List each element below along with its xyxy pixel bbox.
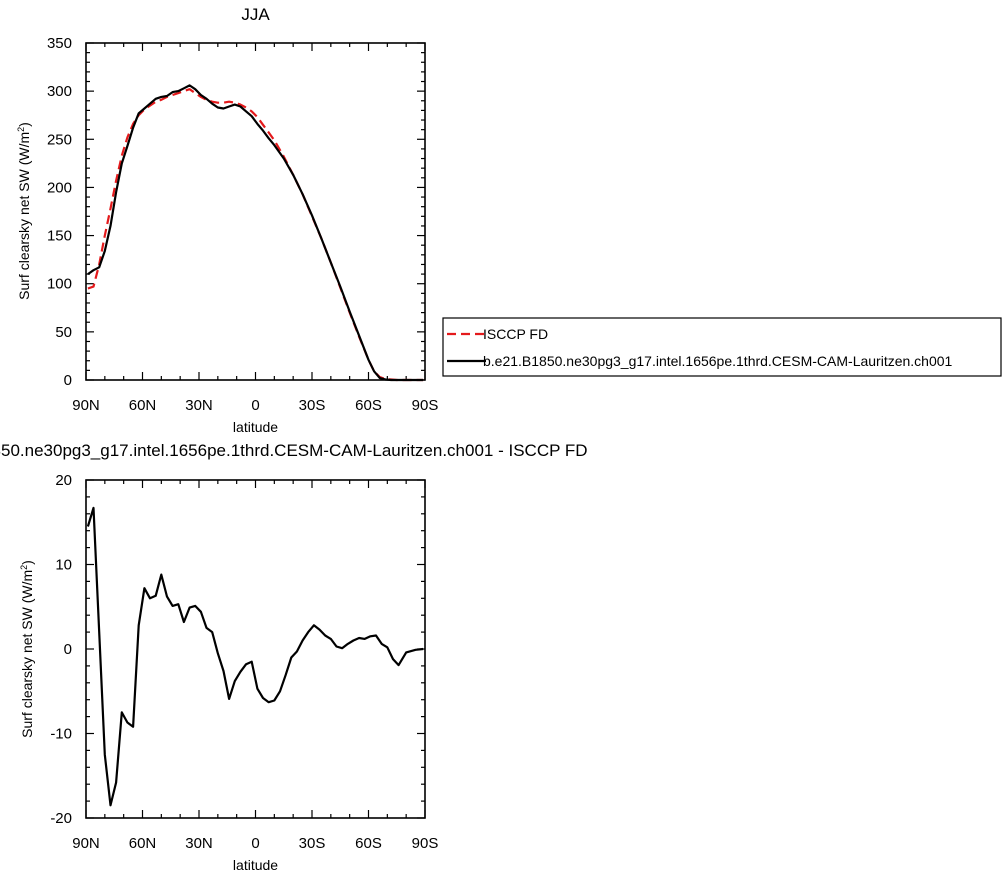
- x-tick-label: 60S: [355, 397, 382, 414]
- x-tick-label: 90S: [412, 397, 439, 414]
- x-tick-label: 90N: [72, 835, 100, 852]
- x-tick-label: 90N: [72, 397, 100, 414]
- x-tick-label: 0: [251, 835, 259, 852]
- series-line-isccp: [87, 88, 424, 382]
- y-tick-label: 300: [47, 83, 72, 100]
- y-tick-label: 20: [55, 472, 72, 489]
- y-tick-label: 10: [55, 557, 72, 574]
- legend-entry: ISCCP FD: [483, 326, 548, 342]
- y-tick-label: -20: [50, 810, 72, 827]
- x-axis-label: latitude: [233, 419, 278, 435]
- y-axis-label: Surf clearsky net SW (W/m2): [16, 122, 32, 300]
- plot-frame: [85, 42, 426, 381]
- y-tick-label: -10: [50, 726, 72, 743]
- y-tick-label: 0: [64, 641, 72, 658]
- chart-title: b.e21.B1850.ne30pg3_g17.intel.1656pe.1th…: [0, 441, 588, 460]
- y-tick-label: 200: [47, 179, 72, 196]
- x-tick-label: 60N: [129, 835, 157, 852]
- y-tick-label: 0: [64, 372, 72, 389]
- y-tick-label: 250: [47, 131, 72, 148]
- chart-title: JJA: [241, 5, 270, 24]
- y-tick-label: 350: [47, 35, 72, 52]
- x-axis-label: latitude: [233, 857, 278, 873]
- x-tick-label: 30S: [299, 835, 326, 852]
- x-tick-label: 60S: [355, 835, 382, 852]
- y-tick-label: 50: [55, 324, 72, 341]
- series-line-difference: [86, 506, 424, 807]
- x-tick-label: 0: [251, 397, 259, 414]
- x-tick-label: 30S: [299, 397, 326, 414]
- x-tick-label: 60N: [129, 397, 157, 414]
- difference-panel: b.e21.B1850.ne30pg3_g17.intel.1656pe.1th…: [0, 441, 588, 873]
- legend-entry: b.e21.B1850.ne30pg3_g17.intel.1656pe.1th…: [483, 353, 953, 369]
- y-tick-label: 100: [47, 276, 72, 293]
- jja-panel: JJA 90N 60N 30N 0 30S 60S 90S 0 50 100 150 200 250 300…: [16, 5, 1002, 435]
- y-axis-label: Surf clearsky net SW (W/m2): [19, 560, 35, 738]
- x-tick-label: 90S: [412, 835, 439, 852]
- x-tick-label: 30N: [185, 397, 213, 414]
- x-tick-label: 30N: [185, 835, 213, 852]
- legend-box: [442, 317, 1002, 377]
- legend: ISCCP FD b.e21.B1850.ne30pg3_g17.intel.16…: [442, 317, 1002, 377]
- series-line-model: [87, 84, 424, 382]
- y-tick-label: 150: [47, 228, 72, 245]
